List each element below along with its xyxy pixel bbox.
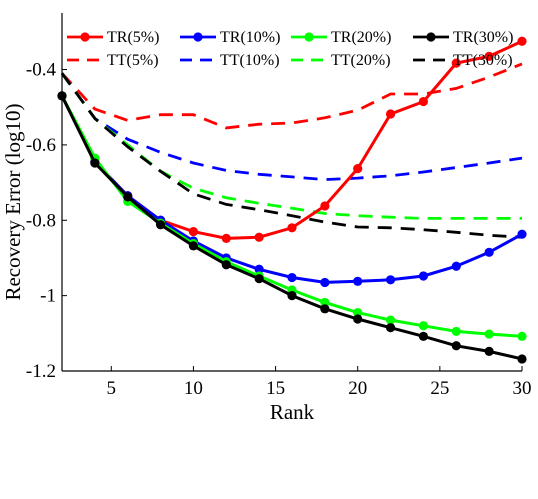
x-tick-label: 15 xyxy=(266,378,285,399)
data-point-tr-5 xyxy=(385,109,396,119)
x-axis-title: Rank xyxy=(270,400,315,424)
data-point-tr-10 xyxy=(287,272,297,283)
legend-label-tt-30: TT(30%) xyxy=(453,52,513,69)
x-tick-label: 30 xyxy=(513,378,532,399)
data-point-tr-10 xyxy=(484,247,494,257)
legend-marker-tr-10 xyxy=(193,32,203,42)
legend-label-tt-10: TT(10%) xyxy=(220,52,280,69)
legend-label-tr-5: TR(5%) xyxy=(107,29,159,46)
data-point-tr-5 xyxy=(221,233,231,243)
legend-marker-tr-30 xyxy=(426,32,436,42)
data-point-tr-30 xyxy=(188,241,199,251)
data-point-tr-20 xyxy=(484,329,494,339)
data-point-tr-10 xyxy=(418,271,429,281)
y-tick-label: -1.2 xyxy=(26,361,56,382)
data-point-tr-30 xyxy=(320,304,330,314)
data-point-tr-10 xyxy=(320,277,330,288)
data-point-tr-30 xyxy=(484,346,494,357)
data-point-tr-30 xyxy=(385,323,396,333)
data-point-tr-5 xyxy=(517,36,527,46)
data-point-tr-20 xyxy=(385,315,396,325)
data-point-tr-5 xyxy=(353,164,363,174)
data-point-tr-30 xyxy=(418,331,429,341)
series-line-tt-10 xyxy=(60,72,523,182)
data-point-tr-30 xyxy=(451,341,461,351)
data-point-tr-10 xyxy=(254,264,264,274)
data-point-tr-5 xyxy=(451,58,461,68)
legend: TR(5%) TR(10%) TR(20%) TR(30%) TT(5%) TT(10%)… xyxy=(67,29,513,69)
y-tick-label: -0.4 xyxy=(26,60,57,81)
data-point-tr-20 xyxy=(451,326,461,337)
data-point-tr-10 xyxy=(353,276,363,286)
legend-marker-tr-5 xyxy=(80,32,90,42)
data-point-tr-5 xyxy=(254,232,264,242)
series-lines xyxy=(57,36,527,364)
series-line-tr-10 xyxy=(60,95,523,284)
series-line-tt-30 xyxy=(60,72,523,239)
data-point-tr-20 xyxy=(320,297,330,308)
data-point-tr-5 xyxy=(287,223,297,233)
data-point-tr-20 xyxy=(353,307,363,318)
y-tick-label: -1 xyxy=(40,286,56,307)
axes: 5 10 15 20 25 30 -0.4 -0.6 -0.8 -1 -1.2 xyxy=(26,13,532,399)
y-axis-title: Recovery Error (log10) xyxy=(1,103,25,300)
data-point-tr-5 xyxy=(320,201,330,211)
x-tick-label: 10 xyxy=(184,378,203,399)
legend-label-tt-20: TT(20%) xyxy=(331,52,391,69)
data-point-tr-30 xyxy=(90,158,100,168)
data-point-tr-20 xyxy=(418,321,429,331)
data-point-tr-30 xyxy=(353,314,363,324)
x-tick-label: 5 xyxy=(107,378,117,399)
data-point-tr-30 xyxy=(123,192,133,202)
series-line-tt-5 xyxy=(60,62,523,130)
series-line-tt-20 xyxy=(60,72,522,220)
data-point-tr-30 xyxy=(155,220,166,230)
data-point-tr-30 xyxy=(287,291,297,301)
data-point-tr-5 xyxy=(418,96,429,107)
y-tick-label: -0.8 xyxy=(26,210,56,231)
legend-label-tt-5: TT(5%) xyxy=(107,52,159,69)
legend-label-tr-30: TR(30%) xyxy=(453,29,513,46)
data-point-tr-10 xyxy=(385,275,396,285)
x-tick-label: 20 xyxy=(348,378,367,399)
data-point-tr-10 xyxy=(517,229,527,239)
legend-label-tr-10: TR(10%) xyxy=(220,29,280,46)
y-tick-label: -0.6 xyxy=(26,135,56,156)
data-point-tr-5 xyxy=(188,226,199,237)
data-point-tr-5 xyxy=(484,51,494,61)
x-tick-label: 25 xyxy=(430,378,449,399)
data-point-tr-30 xyxy=(517,354,527,364)
legend-label-tr-20: TR(20%) xyxy=(331,29,391,46)
legend-marker-tr-20 xyxy=(304,32,314,42)
data-point-tr-30 xyxy=(254,274,264,284)
data-point-tr-30 xyxy=(221,260,231,270)
data-point-tr-10 xyxy=(451,261,461,271)
data-point-tr-20 xyxy=(517,331,527,341)
